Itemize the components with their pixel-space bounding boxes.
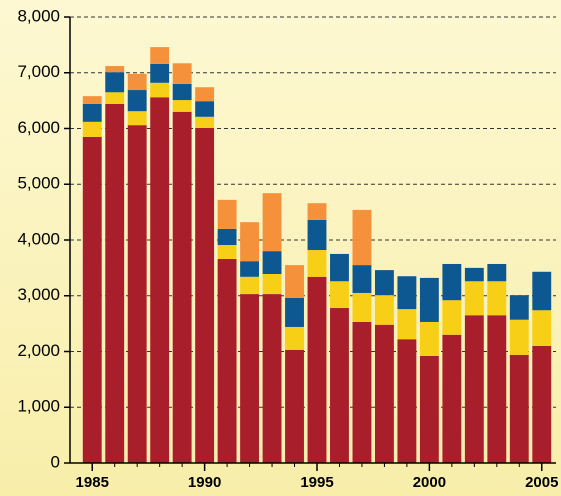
y-tick-label: 4,000 xyxy=(17,229,60,248)
bar-segment xyxy=(509,319,529,355)
bar-segment xyxy=(195,116,215,128)
bar-segment xyxy=(397,276,417,310)
bar-segment xyxy=(419,321,439,356)
y-tick-label: 8,000 xyxy=(17,6,60,25)
bar-segment xyxy=(82,136,102,464)
bar-segment xyxy=(127,73,147,91)
y-tick-label: 6,000 xyxy=(17,118,60,137)
y-tick-label: 7,000 xyxy=(17,62,60,81)
bar-segment xyxy=(172,100,192,112)
bar-segment xyxy=(262,193,282,252)
y-tick-label: 5,000 xyxy=(17,174,60,193)
bar-segment xyxy=(442,334,462,463)
bar-segment xyxy=(307,219,327,251)
bar-segment xyxy=(374,324,394,463)
bar-segment xyxy=(150,82,170,98)
bar-segment xyxy=(195,127,215,463)
bar-segment xyxy=(285,297,304,327)
bar-segment xyxy=(352,292,372,322)
bar-segment xyxy=(464,315,484,463)
bar-segment xyxy=(307,250,327,277)
bar-segment xyxy=(105,103,125,463)
bar-segment xyxy=(262,251,282,275)
bar-segment xyxy=(532,345,552,463)
bar-segment xyxy=(105,92,125,104)
bar-segment xyxy=(442,300,462,335)
bar-segment xyxy=(172,83,192,101)
bar-segment xyxy=(105,72,125,93)
bar-segment xyxy=(307,203,327,220)
bar-segment xyxy=(330,253,349,282)
bar-segment xyxy=(509,295,529,320)
y-tick-label: 0 xyxy=(51,452,60,471)
bar-segment xyxy=(532,310,552,346)
bar-segment xyxy=(442,263,462,301)
bar-segment xyxy=(82,103,102,122)
bar-segment xyxy=(397,339,417,463)
bar-segment xyxy=(285,265,304,298)
bar-segment xyxy=(487,263,507,282)
bar-segment xyxy=(374,295,394,325)
bar-segment xyxy=(150,47,170,64)
bar-segment xyxy=(352,321,372,463)
bar-segment xyxy=(464,267,484,282)
bar-segment xyxy=(307,276,327,463)
bar-segment xyxy=(150,63,170,83)
bar-segment xyxy=(487,281,507,316)
bar-segment xyxy=(105,66,125,73)
bar-segment xyxy=(217,199,237,229)
bar-segment xyxy=(285,349,304,463)
y-tick-label: 3,000 xyxy=(17,285,60,304)
bar-segment xyxy=(150,97,170,463)
x-tick-label: 1990 xyxy=(188,474,221,491)
bar-segment xyxy=(352,265,372,293)
bar-segment xyxy=(330,308,349,463)
bar-segment xyxy=(509,354,529,463)
x-tick-label: 1995 xyxy=(300,474,333,491)
bar-segment xyxy=(532,271,552,311)
y-tick-label: 2,000 xyxy=(17,341,60,360)
bar-segment xyxy=(127,90,147,112)
bar-segment xyxy=(172,111,192,464)
bar-segment xyxy=(464,281,484,316)
bar-segment xyxy=(195,101,215,117)
x-tick-label: 2005 xyxy=(525,474,558,491)
bar-segment xyxy=(330,281,349,309)
bar-segment xyxy=(419,277,439,322)
bar-segment xyxy=(397,309,417,340)
bar-segment xyxy=(195,87,215,102)
bar-segment xyxy=(262,294,282,463)
bar-segment xyxy=(419,355,439,463)
bar-segment xyxy=(352,209,372,266)
bar-segment xyxy=(127,125,147,463)
bar-segment xyxy=(127,111,147,126)
bar-segment xyxy=(374,270,394,296)
bar-segment xyxy=(240,276,260,295)
bar-segment xyxy=(217,245,237,259)
y-tick-label: 1,000 xyxy=(17,397,60,416)
bar-segment xyxy=(82,121,102,137)
bar-segment xyxy=(82,96,102,104)
bar-segment xyxy=(285,326,304,350)
bar-segment xyxy=(217,228,237,246)
bar-segment xyxy=(240,294,260,463)
bar-segment xyxy=(172,63,192,84)
bar-segment xyxy=(217,258,237,463)
x-tick-label: 2000 xyxy=(413,474,446,491)
bar-segment xyxy=(240,222,260,262)
bar-segment xyxy=(487,315,507,463)
x-tick-label: 1985 xyxy=(76,474,109,491)
bar-segment xyxy=(240,261,260,277)
bar-segment xyxy=(262,274,282,295)
